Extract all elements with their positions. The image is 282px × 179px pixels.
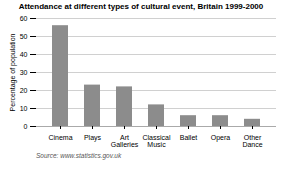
svg-text:OtherDance: OtherDance: [242, 135, 262, 149]
svg-text:60: 60: [20, 15, 28, 22]
svg-text:10: 10: [20, 105, 28, 112]
svg-text:0: 0: [24, 123, 28, 130]
html-text:Source: www.statistics.gov.uk: Source: www.statistics.gov.uk: [36, 152, 122, 160]
svg-text:40: 40: [20, 51, 28, 58]
html-text:Attendance at different types: Attendance at different types of cultura…: [18, 2, 264, 11]
svg-text:Percentage of population: Percentage of population: [9, 34, 17, 112]
svg-text:Plays: Plays: [84, 135, 102, 143]
svg-text:ArtGalleries: ArtGalleries: [111, 135, 139, 149]
svg-text:20: 20: [20, 87, 28, 94]
svg-text:50: 50: [20, 33, 28, 40]
svg-text:30: 30: [20, 69, 28, 76]
svg-text:Ballet: Ballet: [180, 135, 198, 142]
svg-text:Opera: Opera: [211, 135, 231, 143]
svg-text:ClassicalMusic: ClassicalMusic: [142, 135, 170, 149]
svg-text:Cinema: Cinema: [48, 135, 72, 142]
